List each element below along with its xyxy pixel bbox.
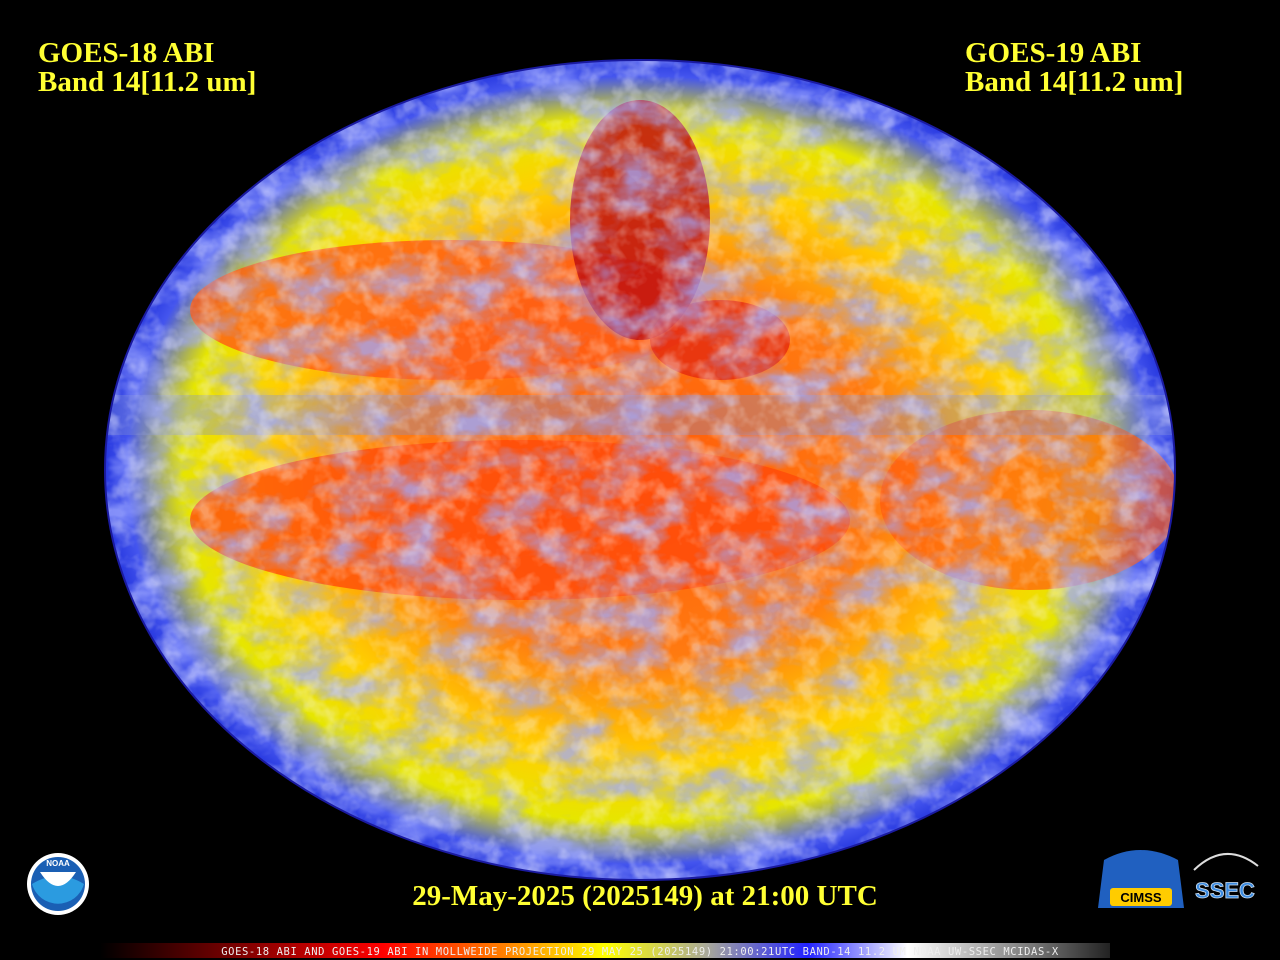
ssec-logo: SSEC [1193, 852, 1259, 903]
globe-image [105, 60, 1175, 880]
left-title: GOES-18 ABI [38, 37, 214, 69]
right-subtitle: Band 14[11.2 um] [965, 66, 1183, 98]
color-bar [100, 943, 1110, 958]
footer-caption: GOES-18 ABI AND GOES-19 ABI IN MOLLWEIDE… [221, 946, 1059, 958]
cimss-label: CIMSS [1120, 890, 1162, 905]
timestamp: 29-May-2025 (2025149) at 21:00 UTC [412, 880, 878, 912]
right-title: GOES-19 ABI [965, 37, 1141, 69]
globe-edge [104, 59, 1176, 881]
noaa-logo: NOAA [27, 853, 89, 915]
noaa-label: NOAA [46, 859, 70, 868]
cimss-logo: CIMSS [1098, 850, 1184, 908]
left-subtitle: Band 14[11.2 um] [38, 66, 256, 98]
ssec-label: SSEC [1195, 878, 1255, 903]
